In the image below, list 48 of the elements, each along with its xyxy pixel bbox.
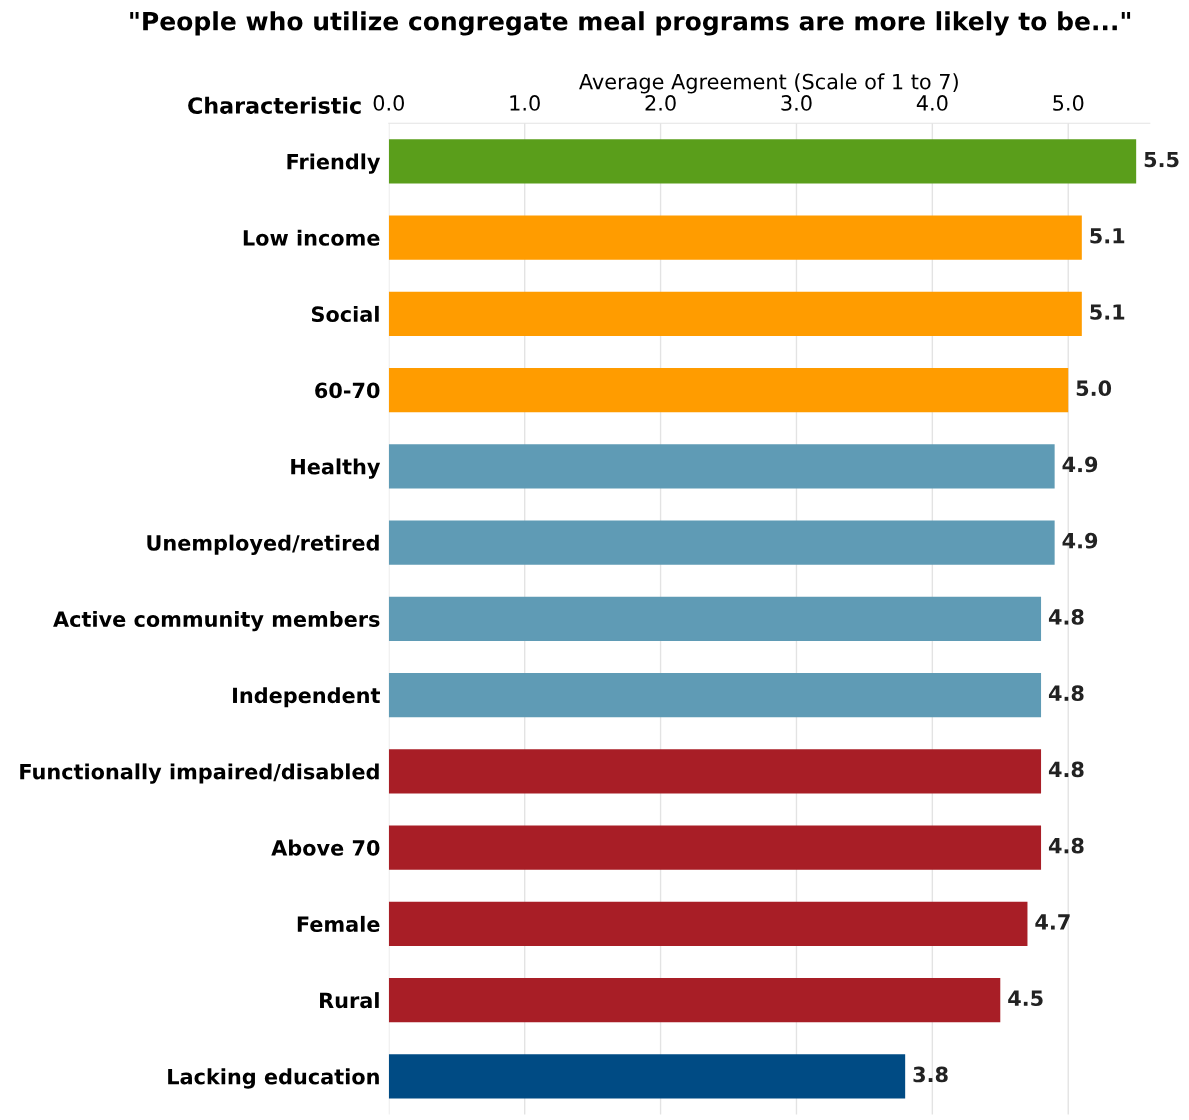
y-tick-label: Rural bbox=[320, 992, 379, 1009]
y-tick-label: Healthy bbox=[291, 458, 381, 479]
data-label: 4.8 bbox=[1048, 761, 1084, 778]
bar bbox=[388, 1054, 906, 1099]
bar bbox=[388, 215, 1082, 260]
x-tick-label: 0.0 bbox=[373, 95, 404, 111]
data-label: 4.9 bbox=[1062, 456, 1098, 473]
data-label: 5.1 bbox=[1090, 228, 1125, 244]
bar bbox=[388, 977, 1001, 1023]
x-axis-title: Average Agreement (Scale of 1 to 7) bbox=[579, 73, 958, 94]
bar bbox=[388, 749, 1042, 794]
y-tick-label: Friendly bbox=[287, 153, 381, 174]
x-tick-label: 2.0 bbox=[645, 95, 676, 111]
y-axis-title: Characteristic bbox=[188, 96, 361, 114]
data-label: 4.9 bbox=[1062, 532, 1098, 549]
bar bbox=[388, 672, 1042, 718]
data-label: 5.1 bbox=[1090, 304, 1125, 320]
y-tick-label: 60-70 bbox=[315, 382, 380, 399]
data-label: 5.5 bbox=[1144, 151, 1179, 168]
bar bbox=[388, 444, 1055, 489]
bar bbox=[388, 901, 1028, 946]
y-tick-label: Low income bbox=[243, 229, 380, 246]
bar bbox=[388, 367, 1069, 413]
x-tick-label: 4.0 bbox=[916, 95, 948, 111]
bar bbox=[388, 596, 1042, 641]
y-tick-label: Independent bbox=[233, 687, 380, 708]
y-tick-label: Functionally impaired/disabled bbox=[20, 763, 379, 784]
y-tick-label: Above 70 bbox=[271, 839, 380, 856]
bar bbox=[388, 825, 1042, 870]
data-label: 4.8 bbox=[1048, 685, 1084, 702]
data-label: 4.5 bbox=[1008, 990, 1043, 1007]
bar bbox=[388, 520, 1055, 565]
x-tick-label: 5.0 bbox=[1053, 95, 1084, 111]
data-label: 5.0 bbox=[1076, 380, 1112, 397]
y-tick-label: Active community members bbox=[53, 610, 380, 632]
x-tick-label: 1.0 bbox=[510, 95, 540, 111]
y-tick-label: Unemployed/retired bbox=[147, 534, 379, 555]
y-tick-label: Social bbox=[311, 305, 379, 323]
bar bbox=[388, 291, 1082, 336]
x-tick-label: 3.0 bbox=[781, 95, 812, 111]
bar bbox=[388, 139, 1137, 184]
chart-title: "People who utilize congregate meal programs are more likely to be..." bbox=[130, 11, 1131, 36]
data-label: 4.8 bbox=[1048, 609, 1084, 625]
y-tick-label: Female bbox=[297, 915, 380, 932]
data-label: 4.7 bbox=[1035, 914, 1070, 930]
data-label: 4.8 bbox=[1048, 837, 1084, 854]
y-tick-label: Lacking education bbox=[168, 1068, 379, 1089]
data-label: 3.8 bbox=[913, 1066, 948, 1083]
